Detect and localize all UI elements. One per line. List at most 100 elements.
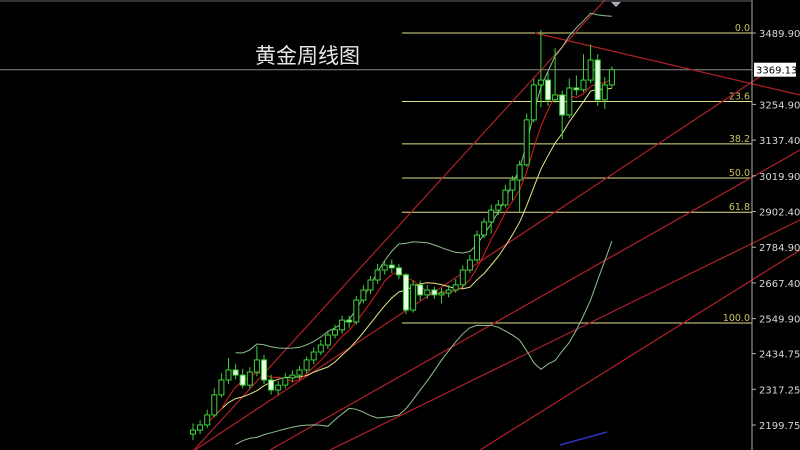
fib-label: 0.0: [735, 23, 750, 34]
candle-body: [474, 234, 480, 261]
candle: [204, 409, 211, 428]
candle: [324, 330, 331, 349]
y-tick-label: 2317.25: [759, 385, 800, 396]
candle-body: [559, 94, 566, 116]
candle: [197, 420, 204, 435]
candle: [360, 285, 367, 304]
chart-title: 黄金周线图: [255, 44, 360, 68]
candle-body: [424, 289, 431, 296]
candle: [353, 295, 360, 325]
trend-line: [479, 249, 800, 450]
candle: [502, 184, 509, 208]
candle: [339, 315, 346, 334]
candle: [261, 355, 267, 384]
candle-body: [317, 344, 324, 353]
fib-label: 50.0: [729, 168, 750, 179]
y-tick-label: 2199.75: [759, 421, 800, 432]
candle-body: [452, 284, 459, 291]
candle: [388, 259, 395, 274]
candle-body: [580, 79, 587, 91]
candle-body: [346, 319, 353, 323]
candle-body: [530, 84, 537, 121]
y-tick-label: 2784.90: [759, 243, 800, 254]
candle: [573, 75, 580, 96]
candle: [367, 276, 374, 295]
moving-average-5: [206, 78, 613, 424]
candle-body: [239, 374, 246, 386]
candle-body: [303, 359, 310, 371]
candle-body: [495, 204, 502, 211]
candle-body: [275, 384, 282, 391]
candle-body: [601, 84, 608, 101]
candle: [452, 279, 459, 293]
candle: [431, 286, 438, 299]
y-tick-label: 3137.40: [759, 136, 800, 147]
candle-body: [587, 59, 594, 81]
shift-marker-icon: [611, 2, 621, 7]
candle: [523, 113, 530, 167]
y-tick-label: 2549.90: [759, 315, 800, 326]
candle: [601, 77, 608, 109]
candle: [424, 285, 431, 299]
y-tick-label: 3254.90: [759, 100, 800, 111]
candle: [474, 230, 480, 263]
candle-body: [289, 374, 296, 379]
y-tick-label: 3019.90: [759, 172, 800, 183]
candle-body: [253, 359, 260, 373]
candle: [289, 370, 296, 383]
candle-body: [573, 87, 580, 91]
candle: [495, 200, 502, 216]
candle: [282, 373, 289, 389]
y-tick-label: 2434.75: [759, 350, 800, 361]
candle: [218, 373, 225, 398]
candle: [310, 347, 317, 365]
candle: [317, 339, 324, 356]
candle: [537, 29, 544, 108]
candle: [211, 388, 218, 418]
candle: [516, 160, 523, 213]
candle-body: [225, 369, 232, 381]
candle-body: [296, 369, 303, 376]
trend-line: [269, 149, 800, 450]
candle: [459, 265, 466, 289]
candle-body: [204, 414, 211, 426]
candle-body: [282, 377, 289, 386]
current-price-label: 3369.13: [756, 66, 797, 77]
candle: [545, 72, 551, 106]
bollinger-upper: [235, 12, 612, 354]
candle-body: [488, 209, 495, 223]
candle-body: [190, 429, 196, 435]
moving-average-10: [213, 87, 612, 417]
candle: [239, 368, 246, 389]
candle: [268, 374, 275, 395]
candle-body: [218, 379, 225, 396]
candle: [445, 285, 452, 298]
candle: [552, 48, 559, 103]
candle-body: [545, 79, 551, 101]
candle-body: [445, 289, 452, 294]
candle: [509, 175, 516, 201]
candle-body: [509, 179, 516, 191]
bollinger-lower: [235, 240, 613, 445]
candle: [232, 364, 239, 380]
fib-label: 23.6: [729, 91, 750, 102]
candle-body: [417, 284, 424, 296]
candle-body: [431, 289, 438, 296]
candle: [275, 380, 282, 395]
candle-body: [395, 267, 402, 276]
trend-line: [194, 69, 771, 450]
candle-body: [211, 394, 218, 416]
trend-line-blue: [559, 431, 608, 446]
candle: [587, 44, 594, 84]
candle-body: [552, 94, 559, 101]
candle-body: [268, 379, 275, 391]
candle-body: [232, 369, 239, 376]
candle: [580, 54, 587, 93]
candle-body: [481, 221, 488, 236]
candle: [608, 66, 615, 88]
candle: [346, 315, 353, 328]
candle-body: [438, 292, 445, 296]
candle-body: [324, 334, 331, 346]
candle-body: [459, 269, 466, 286]
